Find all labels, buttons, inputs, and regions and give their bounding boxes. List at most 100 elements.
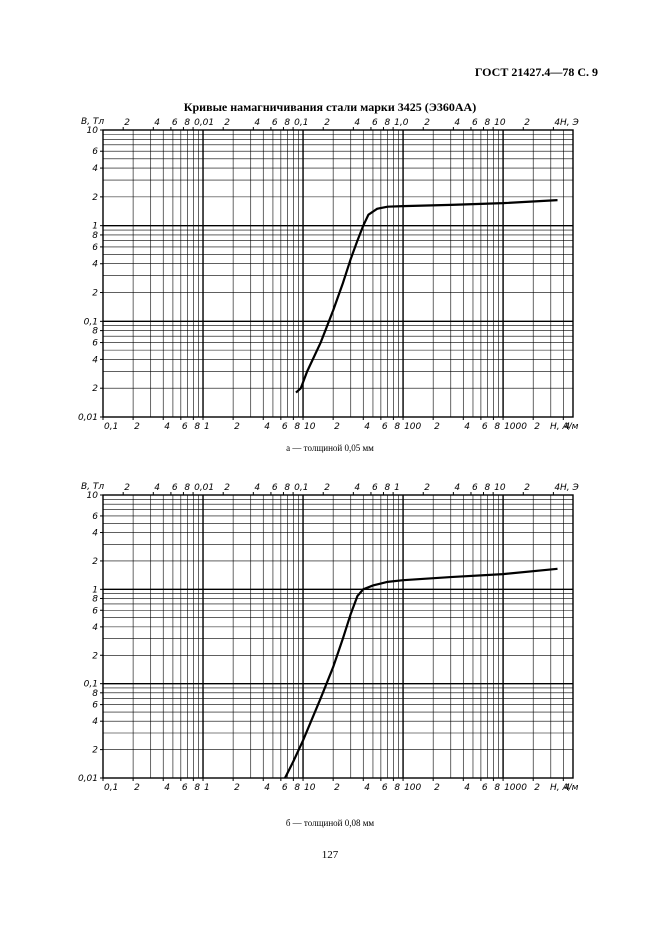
x-tick-label: 2 [234, 783, 240, 793]
x2-tick-label: 8 [184, 483, 190, 493]
x-tick-label: 1000 [504, 783, 527, 793]
x2-tick-label: 4 [254, 118, 260, 128]
y-tick-label: 8 [92, 689, 98, 699]
x-tick-label: 8 [494, 783, 500, 793]
x2-tick-label: 4 [354, 118, 360, 128]
x2-tick-label: 8 [484, 118, 490, 128]
y-tick-label: 4 [92, 717, 98, 727]
x2-tick-label: 0,01 [194, 483, 214, 493]
y-tick-label: 4 [92, 355, 98, 365]
x-tick-label: 4 [264, 783, 270, 793]
y-tick-label: 6 [92, 701, 98, 711]
x2-tick-label: 2 [424, 118, 430, 128]
x2-tick-label: 0,01 [194, 118, 214, 128]
x2-tick-label: 8 [184, 118, 190, 128]
x2-tick-label: 6 [272, 483, 278, 493]
y-tick-label: 4 [92, 529, 98, 539]
x-tick-label: 4 [264, 422, 270, 432]
magnetization-curve [284, 567, 558, 779]
y-tick-label: 0,1 [84, 317, 98, 327]
x2-tick-label: 2 [524, 483, 530, 493]
caption: а — толщиной 0,05 мм [286, 443, 374, 453]
y-axis-label: B, Тл [81, 117, 104, 127]
x-tick-label: 8 [194, 422, 200, 432]
x2-tick-label: 8 [284, 483, 290, 493]
x-axis-label: H, A/м [550, 783, 579, 793]
y-tick-label: 4 [92, 623, 98, 633]
x-tick-label: 0,1 [104, 422, 118, 432]
x2-tick-label: 6 [372, 483, 378, 493]
x-tick-label: 1000 [504, 422, 527, 432]
x-tick-label: 1 [204, 422, 210, 432]
page-number: 127 [322, 849, 339, 861]
x2-tick-label: 2 [124, 483, 130, 493]
y-axis-label: B, Тл [81, 482, 104, 492]
x-tick-label: 2 [134, 422, 140, 432]
x2-tick-label: 6 [472, 118, 478, 128]
x-tick-label: 6 [382, 783, 388, 793]
x2-tick-label: 4 [254, 483, 260, 493]
x2-tick-label: 2 [224, 483, 230, 493]
x2-tick-label: 4 [154, 118, 160, 128]
x2-tick-label: 4 [154, 483, 160, 493]
x2-tick-label: 2 [124, 118, 130, 128]
x-tick-label: 1 [204, 783, 210, 793]
x-tick-label: 8 [394, 783, 400, 793]
x2-tick-label: 6 [172, 118, 178, 128]
y-tick-label: 6 [92, 339, 98, 349]
x2-tick-label: 0,1 [294, 483, 308, 493]
x-tick-label: 6 [282, 422, 288, 432]
x-tick-label: 2 [334, 783, 340, 793]
x2-tick-label: 2 [324, 118, 330, 128]
x-tick-label: 4 [364, 422, 370, 432]
plot-frame [102, 129, 574, 418]
y-tick-label: 10 [87, 126, 99, 136]
chart-title: Кривые намагничивания стали марки 3425 (… [184, 100, 476, 114]
x-tick-label: 6 [482, 422, 488, 432]
y-tick-label: 2 [92, 651, 98, 661]
x-tick-label: 8 [294, 422, 300, 432]
magnetization-curve [295, 199, 558, 394]
x-tick-label: 6 [282, 783, 288, 793]
x2-tick-label: 2 [324, 483, 330, 493]
x2-tick-label: 1,0 [394, 118, 409, 128]
x-tick-label: 2 [334, 422, 340, 432]
x2-tick-label: 6 [172, 483, 178, 493]
x-tick-label: 2 [134, 783, 140, 793]
x2-tick-label: 8 [384, 118, 390, 128]
y-tick-label: 6 [92, 147, 98, 157]
x-tick-label: 6 [182, 783, 188, 793]
x2-tick-label: 10 [494, 118, 506, 128]
x2-tick-label: 0,1 [294, 118, 308, 128]
y-tick-label: 0,01 [78, 774, 98, 784]
y-tick-label: 1 [92, 222, 98, 232]
caption: б — толщиной 0,08 мм [286, 818, 375, 828]
x-tick-label: 8 [494, 422, 500, 432]
x2-tick-label: 8 [284, 118, 290, 128]
x-tick-label: 8 [294, 783, 300, 793]
x-tick-label: 4 [364, 783, 370, 793]
x-tick-label: 0,1 [104, 783, 118, 793]
y-tick-label: 4 [92, 260, 98, 270]
x-tick-label: 10 [304, 422, 316, 432]
y-tick-label: 10 [87, 491, 99, 501]
x-tick-label: 4 [164, 783, 170, 793]
x-tick-label: 100 [404, 422, 421, 432]
x-tick-label: 2 [434, 783, 440, 793]
x-tick-label: 2 [534, 783, 540, 793]
y-tick-label: 6 [92, 512, 98, 522]
x2-tick-label: 4 [554, 118, 560, 128]
x2-axis-label: H, Э [560, 118, 579, 128]
x-tick-label: 4 [564, 422, 570, 432]
x-tick-label: 4 [464, 783, 470, 793]
y-tick-label: 6 [92, 606, 98, 616]
y-tick-label: 8 [92, 231, 98, 241]
x2-axis-label: H, Э [560, 483, 579, 493]
x2-tick-label: 2 [224, 118, 230, 128]
y-tick-label: 1 [92, 585, 98, 595]
x2-tick-label: 8 [484, 483, 490, 493]
x-tick-label: 2 [234, 422, 240, 432]
x-tick-label: 2 [434, 422, 440, 432]
